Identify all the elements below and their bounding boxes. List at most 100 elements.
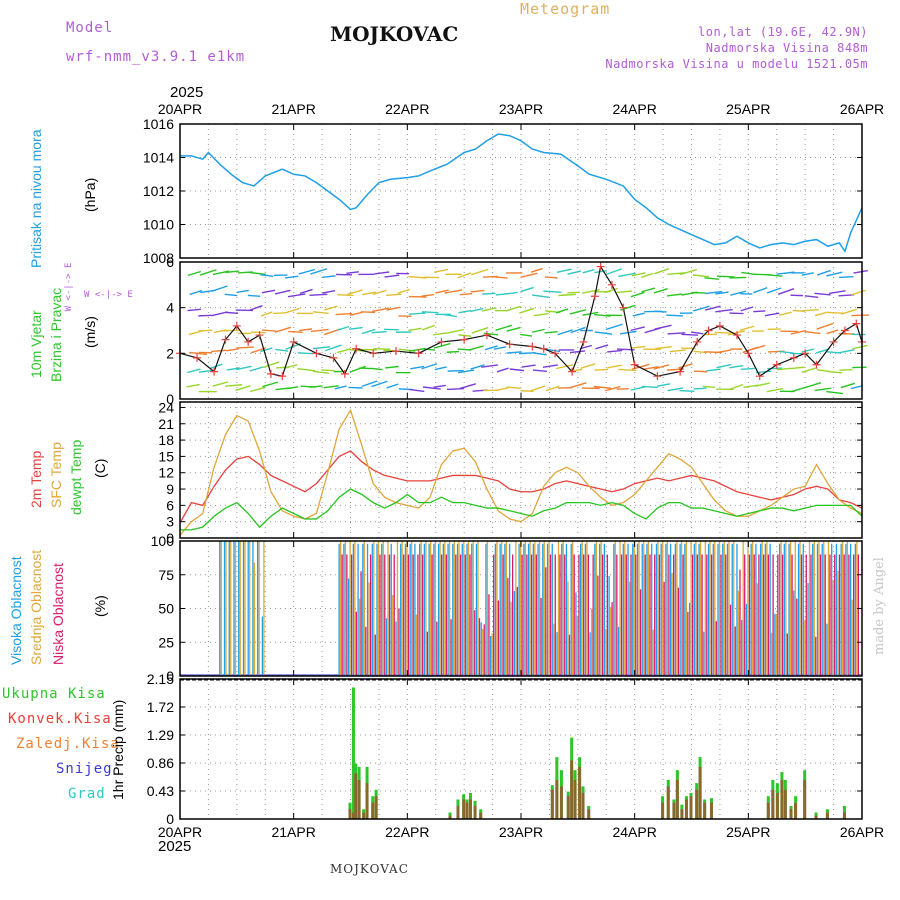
x-tick-label-bottom: 26APR (840, 824, 884, 840)
y-tick-label: 6 (166, 254, 174, 270)
wind-arrow (814, 311, 828, 317)
precip-conv-bar (587, 809, 591, 819)
wind-arrow (804, 382, 822, 389)
wind-arrow (693, 370, 708, 373)
x-tick-label-bottom: 21APR (271, 824, 315, 840)
wind-arrow (656, 383, 671, 387)
precip-conv-bar (695, 789, 699, 819)
wind-arrow (678, 363, 693, 369)
wind-arrow (570, 326, 586, 334)
wind-gust-point (840, 326, 849, 335)
wind-arrow (704, 290, 723, 295)
precip-conv-bar (581, 792, 585, 819)
wind-arrow (275, 348, 289, 352)
precip-total-bar (814, 812, 818, 819)
legend-total-precip: Ukupna Kisa (2, 686, 106, 702)
wind-arrow (729, 383, 744, 391)
wind-arrow (641, 287, 656, 293)
precip-conv-bar (803, 779, 807, 819)
wind-arrow (801, 348, 815, 353)
t2m-line (179, 450, 863, 524)
wind-arrow (816, 269, 831, 276)
wind-arrow (618, 368, 637, 372)
year-top: 2025 (170, 84, 204, 101)
wind-arrow (730, 290, 747, 296)
wind-arrow (226, 348, 239, 352)
wind-arrow (605, 268, 622, 276)
precip-conv-bar (661, 802, 665, 819)
wind-arrow (274, 289, 291, 295)
wind-arrow (653, 268, 670, 275)
precip-conv-bar (351, 812, 355, 819)
wind-arrow (666, 314, 684, 317)
wind-arrow (408, 327, 422, 332)
legend-hail: Grad (68, 786, 106, 802)
wind-arrow (804, 295, 819, 299)
wind-arrow (373, 347, 391, 350)
wind-arrow (225, 384, 243, 387)
wind-arrow (299, 328, 313, 332)
wind-arrow (518, 352, 536, 355)
y-tick-label: 3 (166, 514, 174, 530)
cloud-panel (180, 541, 862, 676)
x-tick-label-bottom: 25APR (726, 824, 770, 840)
wind-arrow (211, 311, 228, 317)
wind-arrow (348, 386, 363, 389)
y-tick-label: 1.29 (147, 727, 174, 743)
wind-arrow (506, 386, 521, 389)
wind-arrow (189, 289, 203, 296)
wind-arrow (593, 385, 612, 390)
grid-layer (180, 124, 862, 819)
wind-gust-point (801, 349, 810, 358)
wind-arrow (580, 363, 596, 369)
wind-arrow (716, 275, 735, 278)
wind-arrow (641, 385, 658, 389)
wind-arrow (741, 271, 757, 276)
y-tick-label: 1016 (143, 116, 174, 132)
wind-arrow (287, 293, 306, 298)
wind-arrow (299, 288, 313, 295)
wind-gust-point (460, 335, 469, 344)
wind-arrow (386, 306, 401, 311)
x-tick-label-top: 22APR (385, 101, 429, 117)
wind-arrow (189, 351, 207, 356)
wind-arrow (570, 350, 586, 354)
model-name: wrf-nmm_v3.9.1 e1km (66, 49, 246, 65)
wind-arrow (187, 368, 201, 374)
wind-arrow (706, 368, 721, 372)
precip-conv-bar (698, 766, 702, 819)
wind-arrow (496, 367, 509, 373)
wind-arrow (447, 387, 465, 391)
wind-gust-point (596, 262, 605, 271)
model-elevation-label: Nadmorska Visina u modelu 1521.05m (605, 57, 868, 71)
wind-arrow (468, 345, 484, 351)
wind-unit: (m/s) (82, 316, 98, 348)
wind-arrow (309, 385, 323, 388)
wind-gust-point (266, 369, 275, 378)
wind-gust-point (704, 326, 713, 335)
x-tick-label-bottom: 20APR (158, 824, 202, 840)
wind-arrow (567, 291, 580, 294)
wind-arrow (198, 314, 212, 317)
wind-arrow (226, 367, 241, 371)
wind-arrow (323, 305, 338, 311)
wind-panel (176, 262, 870, 395)
wind-arrow (817, 369, 831, 373)
wind-arrow (371, 380, 388, 388)
wind-arrow (371, 330, 387, 334)
wind-arrow (506, 351, 522, 354)
wind-gust-point (352, 344, 361, 353)
precip-conv-bar (479, 812, 483, 819)
wind-arrow (839, 368, 853, 371)
wind-gust-point (232, 321, 241, 330)
year-bottom: 2025 (158, 838, 192, 855)
wind-arrow (198, 369, 214, 373)
precip-conv-bar (703, 802, 707, 819)
precip-total-bar (351, 687, 355, 819)
wind-arrow (493, 276, 508, 279)
wind-arrow (199, 269, 217, 276)
wind-arrow (260, 347, 273, 353)
y-tick-label: 50 (158, 601, 174, 617)
y-tick-label: 0 (166, 668, 174, 684)
precip-conv-bar (684, 799, 688, 819)
